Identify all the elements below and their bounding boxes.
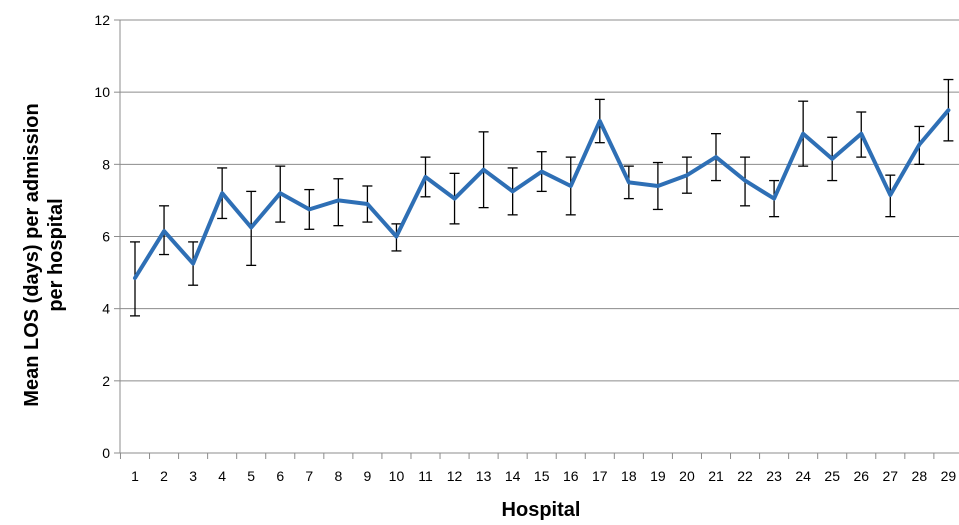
x-tick-label-20: 20 (679, 468, 695, 484)
y-tick-label-8: 8 (102, 156, 110, 172)
y-tick-label-10: 10 (94, 84, 110, 100)
x-tick-label-9: 9 (364, 468, 372, 484)
y-axis-title-line2: per hospital (45, 198, 67, 311)
x-tick-label-3: 3 (189, 468, 197, 484)
x-tick-label-1: 1 (131, 468, 139, 484)
error-bars (130, 78, 954, 317)
x-tick-label-14: 14 (505, 468, 521, 484)
x-tick-label-4: 4 (218, 468, 226, 484)
x-tick-label-12: 12 (447, 468, 463, 484)
y-tick-label-12: 12 (94, 12, 110, 28)
x-axis-title: Hospital (502, 499, 581, 521)
gridlines (120, 19, 959, 382)
x-tick-label-2: 2 (160, 468, 168, 484)
x-tick-label-28: 28 (912, 468, 928, 484)
x-tick-label-13: 13 (476, 468, 492, 484)
x-tick-label-27: 27 (883, 468, 899, 484)
y-tick-label-0: 0 (102, 445, 110, 461)
series-lines (133, 108, 951, 280)
x-tick-label-10: 10 (389, 468, 405, 484)
x-tick-label-19: 19 (650, 468, 666, 484)
x-tick-label-17: 17 (592, 468, 608, 484)
x-tick-label-11: 11 (418, 468, 433, 484)
x-tick-label-6: 6 (276, 468, 284, 484)
y-tick-label-4: 4 (102, 301, 110, 317)
x-tick-label-24: 24 (795, 468, 811, 484)
y-tick-labels: 0 2 4 6 8 10 12 (94, 12, 110, 461)
x-tick-label-16: 16 (563, 468, 579, 484)
y-axis-title: Mean LOS (days) per admission per hospit… (21, 103, 67, 406)
series-line-0 (133, 108, 951, 280)
y-tick-label-2: 2 (102, 373, 110, 389)
x-tick-labels: 1 2 3 4 5 6 7 8 9 10 11 12 13 14 15 16 17 18 19 20 21 22 23 24 2… (131, 468, 956, 484)
x-tick-label-23: 23 (766, 468, 782, 484)
x-tick-label-29: 29 (941, 468, 957, 484)
x-tick-label-15: 15 (534, 468, 550, 484)
x-tick-label-25: 25 (824, 468, 840, 484)
x-tick-label-21: 21 (708, 468, 724, 484)
y-tick-label-6: 6 (102, 229, 110, 245)
axes (114, 19, 959, 459)
x-tick-label-18: 18 (621, 468, 637, 484)
x-tick-label-8: 8 (334, 468, 342, 484)
x-tick-label-22: 22 (737, 468, 753, 484)
x-tick-label-7: 7 (305, 468, 313, 484)
x-tick-label-26: 26 (853, 468, 869, 484)
x-tick-label-5: 5 (247, 468, 255, 484)
y-axis-title-line1: Mean LOS (days) per admission (21, 103, 43, 406)
